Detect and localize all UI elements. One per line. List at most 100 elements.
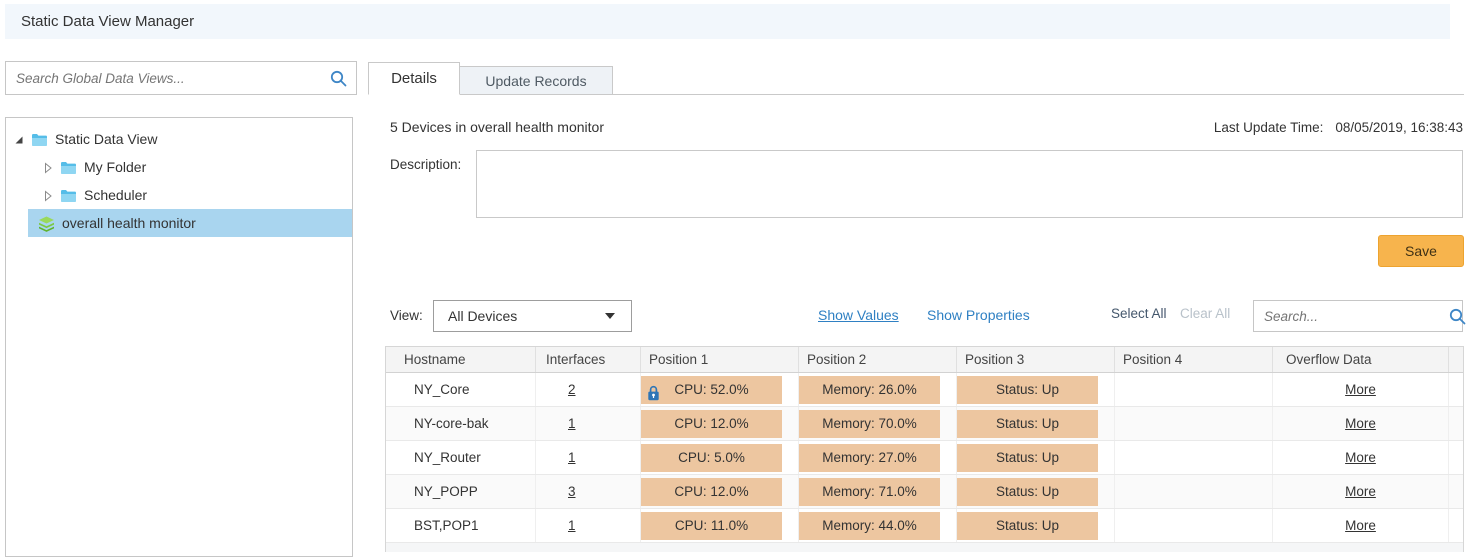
expand-arrow-icon[interactable] (42, 161, 54, 174)
expand-arrow-icon (45, 190, 52, 202)
lock-icon (647, 383, 660, 406)
expand-arrow-icon[interactable] (42, 189, 54, 202)
tree-item-static-data-view[interactable]: Static Data View (6, 125, 352, 153)
hostname-cell: NY_Core (386, 373, 536, 406)
table-search-input[interactable] (1254, 308, 1449, 324)
lock-icon (648, 385, 659, 401)
data-view-tree: Static Data View My Folder Scheduler overal… (5, 117, 353, 557)
global-data-view-search[interactable] (5, 61, 357, 95)
position1-value[interactable]: CPU: 52.0% (641, 376, 782, 404)
interfaces-count-link[interactable]: 1 (568, 518, 576, 533)
position1-text: CPU: 11.0% (674, 518, 749, 533)
collapse-arrow-icon (15, 136, 23, 144)
tree-item-label: Scheduler (84, 187, 148, 203)
position2-value[interactable]: Memory: 70.0% (799, 410, 940, 438)
position2-value[interactable]: Memory: 71.0% (799, 478, 940, 506)
position1-text: CPU: 52.0% (674, 382, 749, 397)
position3-cell: Status: Up (957, 441, 1115, 474)
view-dropdown-value: All Devices (448, 308, 518, 324)
description-textarea[interactable] (476, 150, 1463, 218)
position3-cell: Status: Up (957, 475, 1115, 508)
tab-update-records[interactable]: Update Records (459, 66, 613, 95)
position2-text: Memory: 44.0% (822, 518, 917, 533)
position3-value[interactable]: Status: Up (957, 410, 1098, 438)
position4-cell (1115, 407, 1273, 440)
last-update-value: 08/05/2019, 16:38:43 (1335, 120, 1463, 135)
tree-item-label: overall health monitor (62, 215, 196, 231)
position2-value[interactable]: Memory: 27.0% (799, 444, 940, 472)
position4-cell (1115, 373, 1273, 406)
hostname-cell: NY_POPP (386, 475, 536, 508)
position2-text: Memory: 26.0% (822, 382, 917, 397)
folder-icon (32, 133, 47, 146)
search-icon[interactable] (330, 70, 347, 87)
position3-cell: Status: Up (957, 407, 1115, 440)
position1-text: CPU: 12.0% (674, 484, 749, 499)
tree-item-overall-health-monitor[interactable]: overall health monitor (28, 209, 352, 237)
view-dropdown[interactable]: All Devices (433, 300, 632, 332)
more-link[interactable]: More (1345, 416, 1376, 431)
table-header-row: Hostname Interfaces Position 1 Position 2 Po… (386, 347, 1463, 373)
interfaces-count-link[interactable]: 2 (568, 382, 576, 397)
search-icon[interactable] (1449, 308, 1466, 325)
tree-item-label: My Folder (84, 159, 147, 175)
tree-item-scheduler[interactable]: Scheduler (28, 181, 352, 209)
filler-cell (1449, 373, 1463, 406)
last-update-label: Last Update Time: (1213, 120, 1324, 135)
overflow-cell: More (1273, 475, 1449, 508)
position1-value[interactable]: CPU: 5.0% (641, 444, 782, 472)
folder-icon (61, 161, 76, 174)
more-link[interactable]: More (1345, 382, 1376, 397)
chevron-down-icon (605, 313, 615, 319)
page-title: Static Data View Manager (21, 13, 195, 30)
table-search[interactable] (1253, 300, 1466, 332)
table-body: NY_Core 2 CPU: 52.0% Memory: 26.0% Status: U… (386, 373, 1463, 543)
folder-icon (31, 132, 48, 147)
position2-value[interactable]: Memory: 44.0% (799, 512, 940, 540)
more-link[interactable]: More (1345, 484, 1376, 499)
position2-cell: Memory: 70.0% (799, 407, 957, 440)
interfaces-cell: 1 (536, 441, 641, 474)
show-properties-link[interactable]: Show Properties (927, 307, 1030, 323)
save-button[interactable]: Save (1378, 235, 1464, 267)
table-row: NY_Core 2 CPU: 52.0% Memory: 26.0% Status: U… (386, 373, 1463, 407)
column-header-position-2: Position 2 (799, 347, 957, 372)
position3-value[interactable]: Status: Up (957, 376, 1098, 404)
global-search-input[interactable] (6, 70, 330, 86)
position1-value[interactable]: CPU: 12.0% (641, 410, 782, 438)
interfaces-cell: 2 (536, 373, 641, 406)
position2-cell: Memory: 44.0% (799, 509, 957, 542)
position3-value[interactable]: Status: Up (957, 444, 1098, 472)
select-all-link[interactable]: Select All (1111, 306, 1167, 321)
position1-text: CPU: 5.0% (678, 450, 745, 465)
table-row-partial (386, 543, 1463, 552)
collapse-arrow-icon[interactable] (13, 133, 25, 145)
interfaces-cell: 1 (536, 509, 641, 542)
column-header-position-3: Position 3 (957, 347, 1115, 372)
column-header-position-1: Position 1 (641, 347, 799, 372)
position1-value[interactable]: CPU: 11.0% (641, 512, 782, 540)
interfaces-count-link[interactable]: 1 (568, 450, 576, 465)
position3-text: Status: Up (995, 382, 1060, 397)
more-link[interactable]: More (1345, 518, 1376, 533)
folder-icon (60, 160, 77, 175)
interfaces-count-link[interactable]: 3 (568, 484, 576, 499)
position3-value[interactable]: Status: Up (957, 512, 1098, 540)
more-link[interactable]: More (1345, 450, 1376, 465)
position3-text: Status: Up (995, 450, 1060, 465)
position2-text: Memory: 27.0% (822, 450, 917, 465)
interfaces-cell: 3 (536, 475, 641, 508)
position2-cell: Memory: 71.0% (799, 475, 957, 508)
position4-cell (1115, 509, 1273, 542)
position1-value[interactable]: CPU: 12.0% (641, 478, 782, 506)
table-row: NY-core-bak 1 CPU: 12.0% Memory: 70.0% Statu… (386, 407, 1463, 441)
position3-value[interactable]: Status: Up (957, 478, 1098, 506)
interfaces-count-link[interactable]: 1 (568, 416, 576, 431)
position2-cell: Memory: 26.0% (799, 373, 957, 406)
view-label: View: (390, 308, 423, 323)
position2-value[interactable]: Memory: 26.0% (799, 376, 940, 404)
tab-details[interactable]: Details (368, 62, 460, 95)
position1-cell: CPU: 52.0% (641, 373, 799, 406)
tree-item-my-folder[interactable]: My Folder (28, 153, 352, 181)
show-values-link[interactable]: Show Values (818, 307, 899, 323)
